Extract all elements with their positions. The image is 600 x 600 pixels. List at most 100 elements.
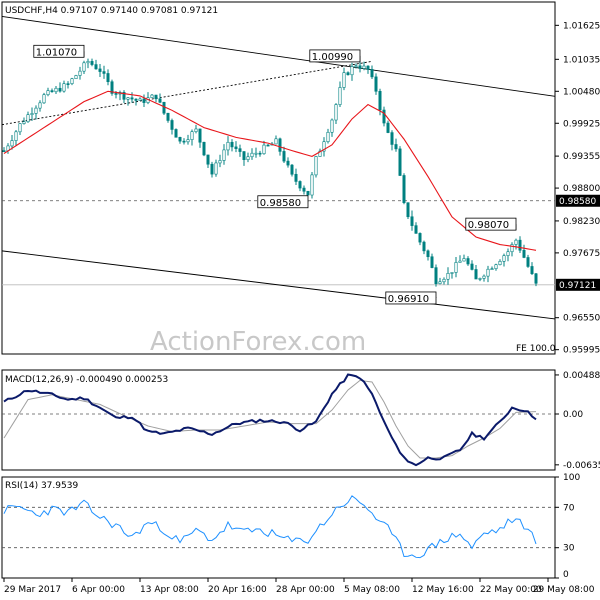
candle-body [506,251,510,256]
candle-body [22,121,26,124]
candle-body [90,61,94,65]
candle-body [190,131,194,140]
rsi-y-tick-label: 0 [563,570,569,580]
rsi-level-lines [2,506,555,549]
candle-body [214,162,218,175]
x-tick-label: 20 Apr 16:00 [208,585,267,595]
channel-line [1,250,556,320]
macd-line [3,373,537,467]
candle-body [470,263,474,270]
rsi-title: RSI(14) 37.9539 [5,481,78,491]
candle-body [18,123,22,133]
candle-body [446,273,450,280]
candle-body [250,152,254,158]
x-tick-label: 29 Mar 2017 [4,585,61,595]
candle-body [282,151,286,162]
candle-body [466,258,470,265]
candle-body [318,150,322,157]
candle-body [170,120,174,130]
candle-body [138,98,142,101]
annotation-label: 0.98580 [260,198,301,209]
macd-lines [3,373,537,467]
candle-body [78,70,82,76]
macd-y-axis: 0.004883 0.00 -0.006354 [555,371,600,471]
candle-body [62,83,66,92]
rsi-panel: RSI(14) 37.9539 100 70 30 0 [1,473,580,580]
candle-body [222,149,226,161]
candle-body [438,281,442,285]
channel-line [1,15,556,97]
x-tick-label: 6 Apr 00:00 [72,585,125,595]
candle-body [314,156,318,176]
candle-body [206,154,210,165]
candle-body [454,262,458,273]
macd-signal-line [3,379,537,459]
candle-body [26,114,30,123]
candle-body [102,71,106,74]
candle-body [34,107,38,114]
price-y-tick-label: 1.01035 [563,55,600,65]
candle-body [530,266,534,275]
candle-body [54,87,58,93]
candle-body [258,152,262,155]
candle-body [254,152,258,155]
annotation-box [33,44,85,58]
rsi-y-axis: 100 70 30 0 [555,473,580,580]
candle-body [158,98,162,103]
candle-body [114,93,118,95]
candle-body [286,160,290,166]
candle-body [486,268,490,277]
price-y-tick-label: 0.96550 [563,314,600,324]
level-tag [556,194,600,207]
candle-body [522,249,526,258]
macd-y-tick-label: -0.006354 [563,461,600,471]
annotation-label: 1.00990 [312,52,353,63]
candle-body [326,131,330,142]
macd-title: MACD(12,26,9) -0.000490 0.000253 [5,375,168,385]
candle-body [398,148,402,176]
candle-body [210,163,214,175]
candle-body [418,233,422,243]
annotation-box [465,217,517,231]
price-candles [2,58,538,287]
annotation-box [385,291,437,305]
candle-body [182,140,186,143]
candle-body [330,119,334,133]
candle-body [498,261,502,266]
candle-body [14,131,18,141]
candle-body [426,250,430,258]
candle-body [126,97,130,100]
candle-body [198,128,202,143]
candle-body [242,151,246,160]
candle-body [70,78,74,84]
candle-body [482,275,486,279]
macd-y-tick-label: 0.00 [563,410,583,420]
candle-body [518,239,522,251]
candle-body [178,137,182,142]
candle-body [166,112,170,121]
candle-body [502,255,506,262]
candle-body [134,98,138,101]
rsi-panel-border [1,476,556,579]
x-tick-label: 28 Apr 00:00 [276,585,335,595]
candle-body [394,144,398,150]
price-y-tick-label: 0.95995 [563,346,600,356]
candle-body [30,113,34,115]
candle-body [150,94,154,98]
price-y-axis: 1.01625 1.01035 1.00480 0.99925 0.99355 0.988… [555,21,600,356]
candle-body [94,64,98,70]
candle-body [202,141,206,156]
candle-body [142,98,146,103]
candle-body [494,264,498,269]
price-header: USDCHF,H4 0.97107 0.97140 0.97081 0.9712… [5,6,218,16]
watermark: ActionForex.com [150,327,366,357]
candle-body [58,87,62,92]
candle-body [274,138,278,145]
level-tag-label: 0.98580 [559,197,596,207]
candle-body [526,257,530,267]
price-y-tick-label: 0.97675 [563,249,600,259]
candle-body [86,61,90,64]
candle-body [38,102,42,109]
candle-body [414,225,418,234]
